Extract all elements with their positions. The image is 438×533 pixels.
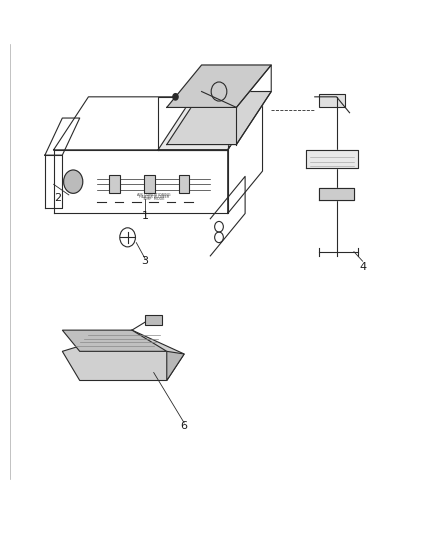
Polygon shape xyxy=(167,92,271,144)
Polygon shape xyxy=(167,351,184,381)
Polygon shape xyxy=(306,150,358,168)
FancyBboxPatch shape xyxy=(110,175,120,193)
Text: 3: 3 xyxy=(141,256,148,266)
Polygon shape xyxy=(158,97,262,150)
Circle shape xyxy=(173,94,178,100)
Text: 2: 2 xyxy=(54,192,61,203)
FancyBboxPatch shape xyxy=(179,175,189,193)
Text: 4: 4 xyxy=(359,262,366,271)
Text: AIR CONDITIONING: AIR CONDITIONING xyxy=(137,193,170,197)
Text: 1: 1 xyxy=(141,211,148,221)
Polygon shape xyxy=(62,330,184,381)
Polygon shape xyxy=(319,188,354,200)
Polygon shape xyxy=(167,65,271,108)
Polygon shape xyxy=(62,330,167,351)
FancyBboxPatch shape xyxy=(144,175,155,193)
FancyBboxPatch shape xyxy=(319,94,345,108)
Circle shape xyxy=(64,170,83,193)
Text: HEATER BLOWER: HEATER BLOWER xyxy=(138,195,169,199)
Text: TEMP  MODE: TEMP MODE xyxy=(142,197,165,200)
Text: 6: 6 xyxy=(181,421,187,431)
FancyBboxPatch shape xyxy=(145,316,162,325)
